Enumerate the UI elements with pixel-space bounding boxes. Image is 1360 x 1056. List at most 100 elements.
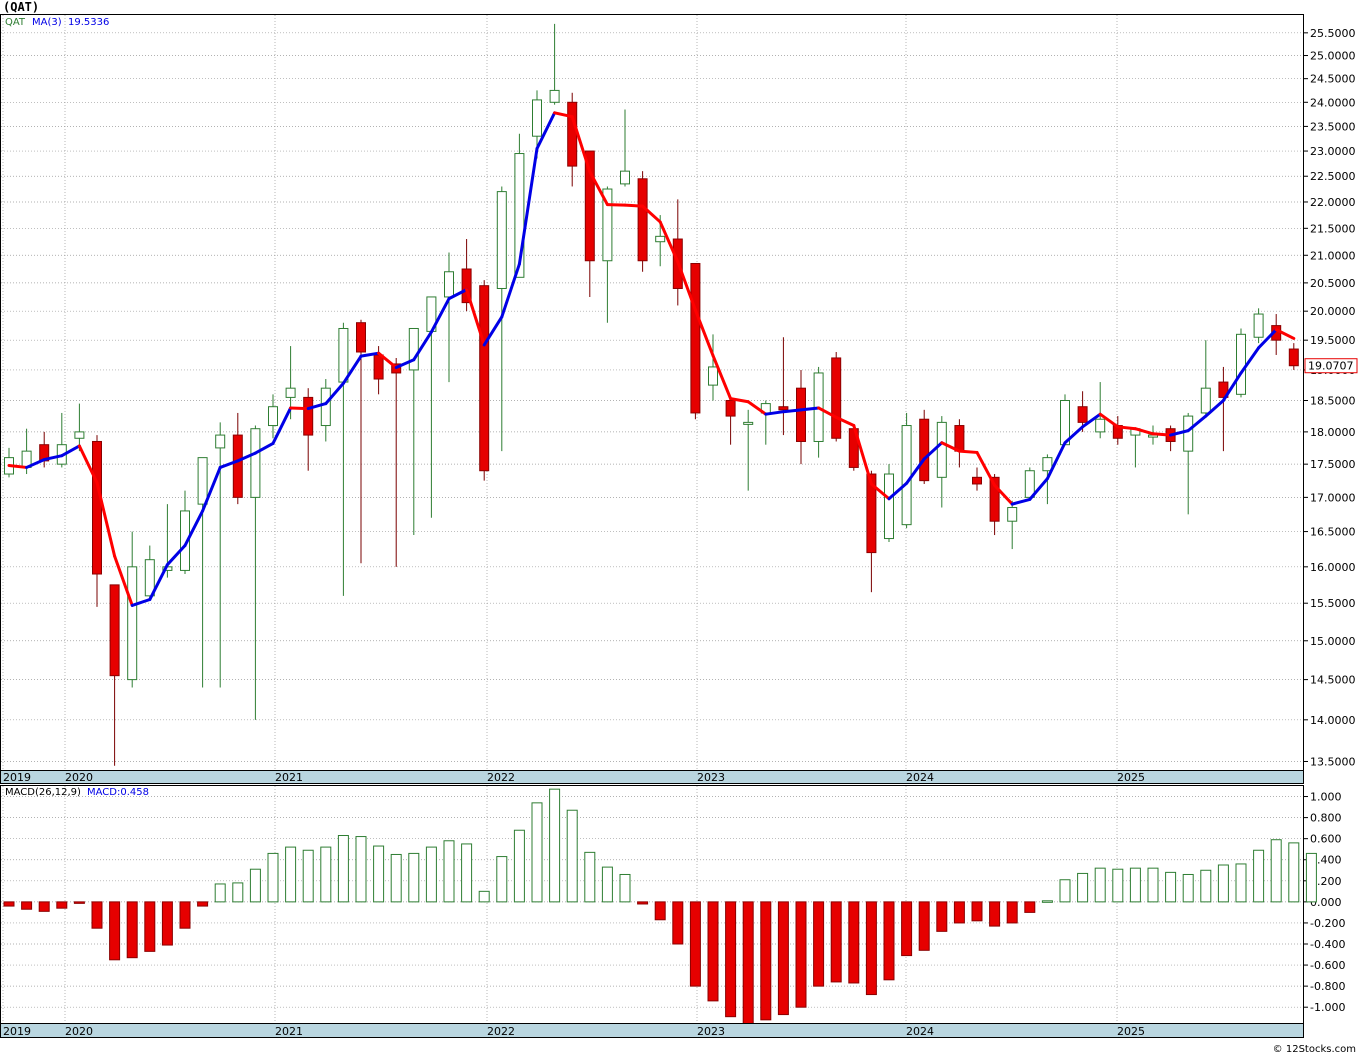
ma-segment (570, 115, 592, 174)
macd-tick-label: -0.200 (1310, 917, 1345, 930)
ma-segment (535, 111, 557, 151)
macd-bar (126, 901, 138, 959)
candle-body (584, 150, 595, 262)
macd-tick-label: 0.800 (1310, 812, 1342, 825)
macd-bar (637, 901, 649, 905)
ma-segment (1151, 432, 1173, 437)
ma-segment (1221, 371, 1243, 402)
candle-body (144, 559, 155, 597)
price-tick-label: 23.5000 (1310, 120, 1356, 133)
macd-x-axis: 2019 2020 2021 2022 2023 2024 2025 (3, 1025, 1145, 1038)
macd-bar (513, 829, 525, 903)
candle (725, 399, 736, 445)
ma-segment (1098, 412, 1120, 429)
macd-tick-label: 0.400 (1310, 854, 1342, 867)
candle-body (620, 170, 630, 185)
candle-body (637, 178, 648, 262)
ma-segment (412, 330, 433, 362)
macd-bar (777, 901, 789, 1016)
candle-body (1183, 415, 1194, 452)
ma-segment (746, 400, 768, 416)
candle-body (197, 457, 208, 505)
macd-bar (1077, 872, 1089, 903)
candle-body (1288, 348, 1299, 367)
price-tick-label: 24.0000 (1310, 96, 1356, 109)
candle-body (778, 406, 789, 411)
macd-bar (249, 868, 261, 903)
ma-segment (7, 463, 29, 469)
ma-segment (1116, 425, 1137, 431)
candle-body (1042, 457, 1053, 472)
macd-bar (1200, 869, 1212, 903)
price-tick-label: 25.5000 (1310, 27, 1356, 40)
candle (901, 412, 912, 529)
last-price-marker: 19.0707 (1304, 358, 1358, 374)
macd-bar (91, 901, 103, 929)
macd-bar (848, 901, 860, 984)
ma-segment (201, 465, 222, 513)
candle-body (1200, 387, 1211, 414)
macd-bar (1253, 849, 1265, 903)
candle (972, 467, 982, 491)
ma-segment (605, 203, 627, 207)
price-legend: QAT MA(3) 19.5336 (5, 17, 109, 28)
candle (1236, 328, 1246, 398)
price-tick-label: 18.5000 (1310, 394, 1356, 407)
macd-bar (38, 901, 50, 912)
candle-body (250, 428, 261, 498)
ma-segment (306, 402, 328, 411)
macd-bar (1305, 852, 1317, 903)
candle-body (567, 101, 578, 167)
macd-bar (918, 901, 930, 951)
macd-bar (883, 901, 895, 981)
macd-bar (355, 836, 367, 903)
macd-bar (1165, 871, 1177, 903)
ma-segment (218, 459, 240, 469)
ma-segment (975, 450, 997, 487)
macd-bar (1041, 900, 1053, 903)
ma-segment (658, 220, 680, 264)
macd-bar (285, 846, 297, 903)
price-tick-label: 22.0000 (1310, 196, 1356, 209)
macd-bar (1129, 867, 1141, 903)
macd-bar (1112, 868, 1124, 903)
year-label: 2021 (275, 771, 303, 784)
macd-grid (1, 786, 1303, 1023)
macd-bar (989, 901, 1001, 927)
candle (584, 150, 595, 297)
macd-bar (496, 856, 508, 903)
candle-body (901, 425, 912, 526)
ma-segment (869, 482, 891, 501)
ma-segment (130, 598, 152, 607)
ma-segment (500, 262, 521, 319)
moving-average-line (7, 111, 1296, 607)
ma-segment (887, 481, 909, 501)
macd-bar (549, 788, 561, 903)
last-price-label: 19.0707 (1308, 360, 1354, 373)
candle-body (796, 387, 806, 442)
candle-body (268, 406, 278, 427)
macd-bar (461, 843, 473, 903)
candle-body (1095, 418, 1106, 433)
candle-body (690, 262, 701, 414)
ma-segment (429, 297, 451, 334)
macd-bar (672, 901, 684, 945)
candle (549, 23, 560, 105)
ma-segment (764, 410, 785, 416)
candle (303, 388, 314, 471)
candle-body (549, 89, 560, 103)
ma-segment (799, 406, 821, 412)
candle (268, 394, 278, 439)
macd-bar (408, 852, 420, 903)
ma-segment (482, 315, 504, 347)
candle (444, 252, 454, 383)
candle (690, 262, 701, 420)
candle-body (743, 421, 754, 425)
candle-body (514, 153, 525, 278)
macd-bar (337, 835, 349, 903)
candle-body (708, 366, 718, 386)
price-tick-label: 16.0000 (1310, 561, 1356, 574)
ma-segment (1274, 328, 1296, 340)
candle-body (285, 387, 296, 398)
macd-legend: MACD(26,12,9) MACD:0.458 (5, 787, 149, 798)
